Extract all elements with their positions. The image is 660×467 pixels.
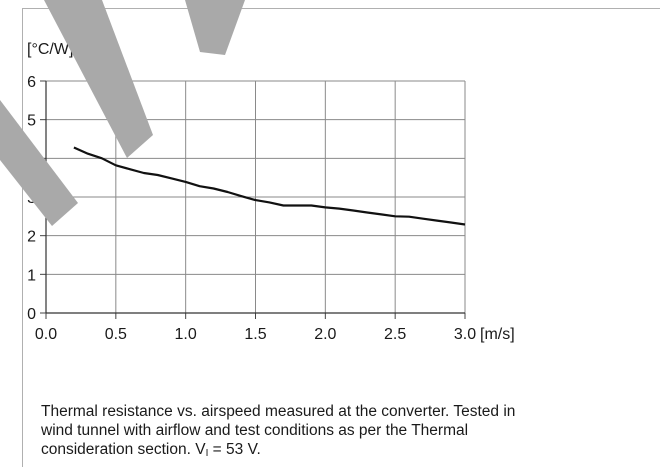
- figure-caption: Thermal resistance vs. airspeed measured…: [41, 402, 641, 463]
- x-axis-label: [m/s]: [480, 326, 515, 343]
- caption-line-3-prefix: consideration section. V: [41, 441, 206, 458]
- x-tick-label: 1.0: [175, 326, 197, 343]
- frame-top-border: [22, 8, 660, 9]
- caption-line-3-suffix: = 53 V.: [208, 441, 261, 458]
- x-tick-label: 1.5: [244, 326, 266, 343]
- grid-lines: [46, 80, 466, 313]
- y-tick-label: 1: [27, 267, 36, 284]
- y-tick-label: 4: [27, 151, 36, 168]
- y-tick-label: 2: [27, 229, 36, 246]
- caption-line-2: wind tunnel with airflow and test condit…: [41, 422, 469, 439]
- y-tick-label: 0: [27, 306, 36, 323]
- caption-line-3: consideration section. VI = 53 V.: [41, 440, 641, 463]
- y-tick-label: 6: [27, 74, 36, 91]
- y-axis-label: [°C/W]: [27, 41, 73, 58]
- caption-line-1: Thermal resistance vs. airspeed measured…: [41, 403, 516, 420]
- x-tick-label: 2.5: [384, 326, 406, 343]
- tick-labels: 0 1 2 3 4 5 6 0.0 0.5 1.0 1.5 2.0 2.5 3.0: [27, 74, 476, 343]
- x-tick-label: 0.0: [35, 326, 57, 343]
- caption-subscript: I: [205, 448, 209, 459]
- y-tick-label: 3: [27, 190, 36, 207]
- x-tick-label: 3.0: [454, 326, 476, 343]
- thermal-resistance-chart: 0 1 2 3 4 5 6 0.0 0.5 1.0 1.5 2.0 2.5 3.0 [°C/W] [m/s…: [27, 41, 515, 343]
- x-tick-label: 0.5: [105, 326, 127, 343]
- y-tick-label: 5: [27, 113, 36, 130]
- frame-left-border: [22, 8, 23, 467]
- x-tick-label: 2.0: [314, 326, 336, 343]
- series-line: [73, 146, 466, 226]
- data-series: [73, 146, 466, 226]
